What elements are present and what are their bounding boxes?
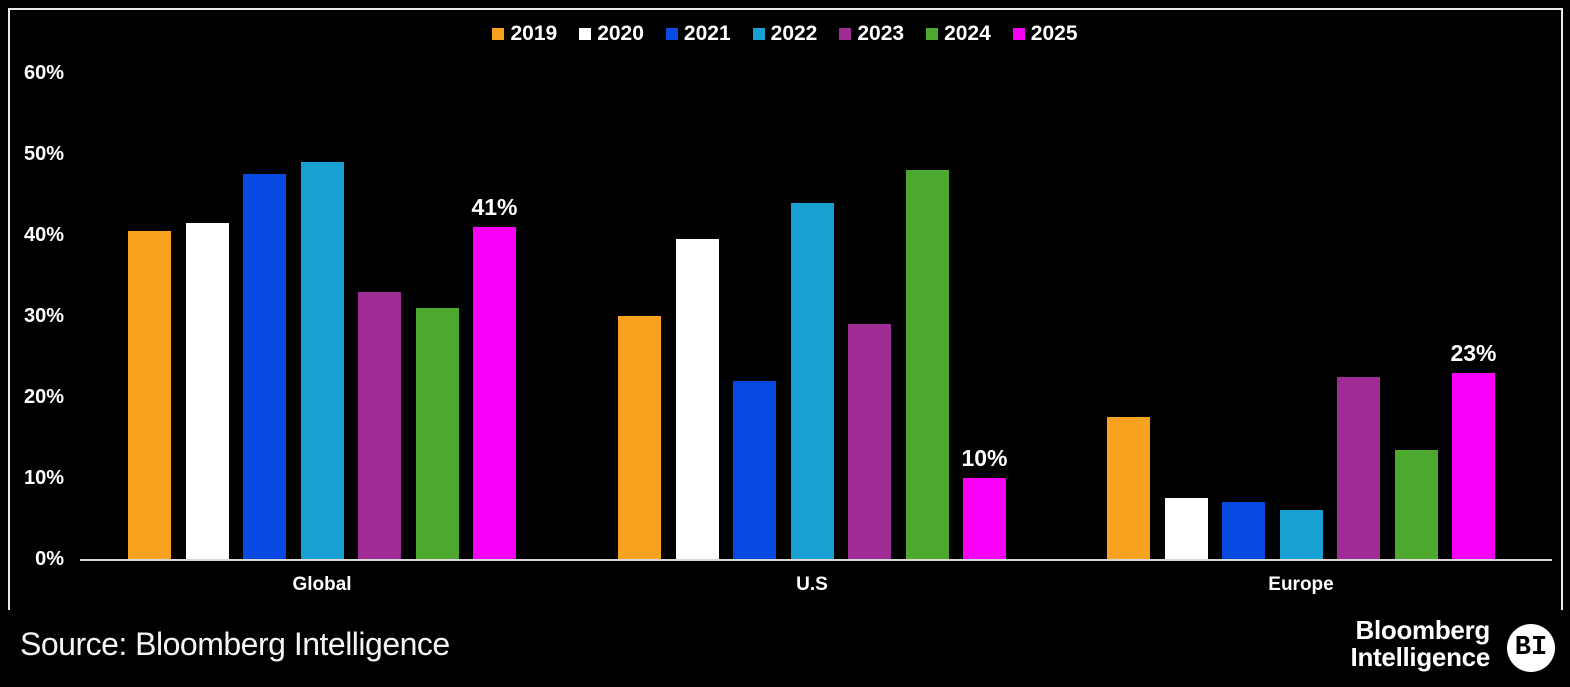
legend-swatch-icon-2022 — [752, 28, 765, 40]
bar-us-2024 — [905, 170, 949, 559]
bar-us-2021 — [733, 380, 776, 559]
legend-label-2019: 2019 — [510, 22, 558, 45]
y-tick-label-0: 0% — [35, 548, 64, 570]
legend-swatch-icon-2025 — [1012, 28, 1025, 40]
y-tick-label-40: 40% — [23, 224, 64, 246]
legend-label-2025: 2025 — [1030, 22, 1078, 45]
bar-us-2025 — [963, 478, 1006, 559]
chart-frame-border — [8, 8, 1563, 610]
bar-europe-2021 — [1222, 502, 1265, 559]
bar-europe-2024 — [1394, 449, 1438, 559]
value-label-global-2025: 41% — [471, 193, 518, 220]
bar-europe-2022 — [1279, 510, 1323, 559]
legend-item-2024: 2024 — [926, 22, 991, 46]
legend-swatch-icon-2024 — [926, 28, 939, 40]
legend-item-2020: 2020 — [579, 22, 644, 46]
legend-item-2019: 2019 — [492, 22, 557, 46]
bar-europe-2023 — [1337, 376, 1380, 559]
bar-us-2020 — [675, 239, 719, 559]
value-label-europe-2025: 23% — [1450, 339, 1497, 366]
legend-swatch-icon-2023 — [839, 28, 852, 40]
bar-global-2020 — [185, 222, 229, 559]
bar-europe-2025 — [1452, 372, 1495, 559]
bar-global-2023 — [358, 291, 401, 559]
bar-global-2019 — [128, 230, 171, 559]
y-tick-label-50: 50% — [23, 143, 64, 165]
bar-europe-2019 — [1107, 417, 1150, 559]
legend-swatch-icon-2019 — [492, 28, 505, 40]
legend-swatch-icon-2020 — [579, 28, 592, 40]
bar-europe-2020 — [1164, 498, 1208, 559]
bi-badge-text: BI — [1514, 633, 1548, 663]
legend-label-2021: 2021 — [683, 22, 731, 45]
bloomberg-intelligence-wordmark: Bloomberg Intelligence — [1350, 615, 1491, 672]
x-axis-label-europe: Europe — [1268, 574, 1334, 595]
legend-item-2025: 2025 — [1012, 22, 1078, 46]
legend-label-2020: 2020 — [597, 22, 644, 45]
y-tick-label-10: 10% — [23, 467, 64, 489]
y-tick-label-60: 60% — [23, 62, 64, 84]
brand-line2: Intelligence — [1350, 642, 1491, 672]
bar-global-2021 — [243, 174, 286, 559]
bar-us-2022 — [790, 202, 834, 559]
legend: 2019 2020 2021 2022 2023 2024 2025 — [0, 22, 1570, 46]
bar-us-2023 — [848, 324, 891, 559]
legend-item-2021: 2021 — [665, 22, 731, 46]
x-axis-label-global: Global — [292, 574, 352, 595]
legend-item-2023: 2023 — [839, 22, 904, 46]
bar-global-2024 — [415, 307, 459, 559]
bar-global-2022 — [300, 162, 344, 559]
x-axis-line — [80, 559, 1552, 561]
legend-item-2022: 2022 — [752, 22, 818, 46]
legend-label-2024: 2024 — [944, 22, 991, 45]
value-label-us-2025: 10% — [961, 445, 1008, 471]
bar-global-2025 — [473, 226, 516, 559]
bi-logo-badge: BI — [1507, 624, 1555, 672]
legend-label-2023: 2023 — [857, 22, 905, 45]
source-text: Source: Bloomberg Intelligence — [20, 626, 450, 662]
legend-label-2022: 2022 — [770, 22, 818, 45]
y-tick-label-20: 20% — [23, 386, 64, 408]
brand-line1: Bloomberg — [1355, 615, 1490, 645]
y-tick-label-30: 30% — [23, 305, 64, 327]
bar-us-2019 — [618, 316, 661, 559]
x-axis-label-us: U.S — [796, 574, 828, 595]
legend-swatch-icon-2021 — [665, 28, 678, 40]
